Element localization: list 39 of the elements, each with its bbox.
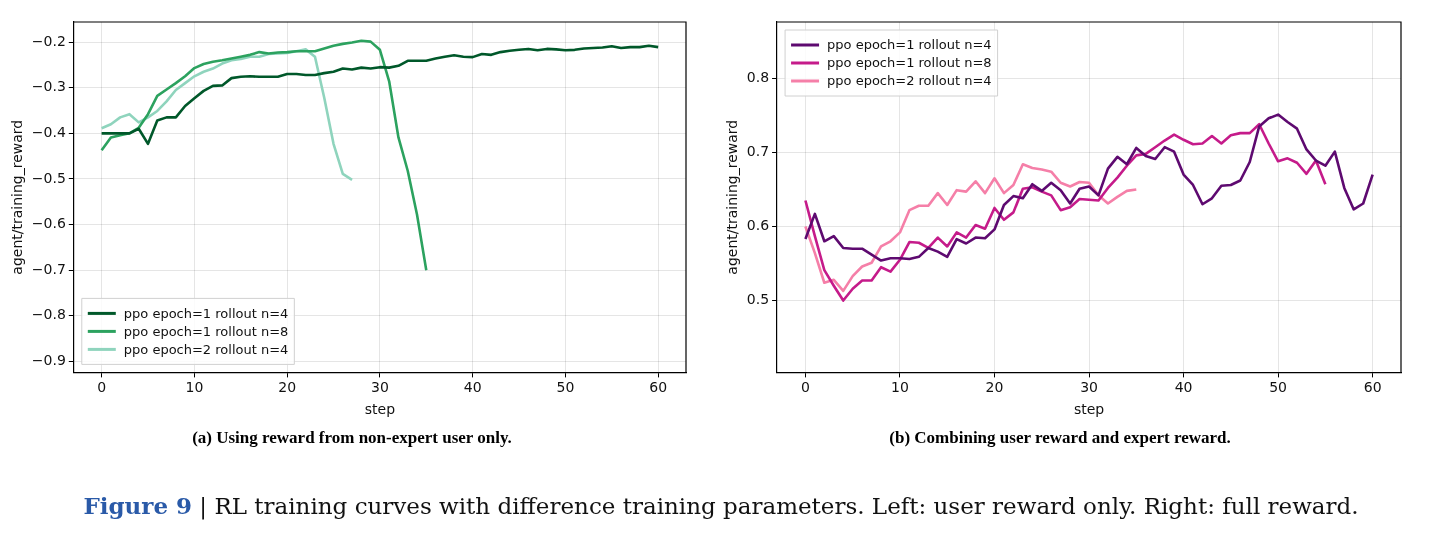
x-tick-label: 40 [1174, 379, 1193, 396]
y-tick-label: −0.5 [31, 169, 66, 186]
y-axis-title: agent/training_reward [724, 119, 741, 275]
y-tick-label: −0.6 [31, 215, 66, 232]
x-tick-label: 60 [649, 379, 668, 396]
y-tick-label: −0.4 [31, 123, 66, 140]
y-tick-label: −0.8 [31, 306, 66, 323]
x-tick-label: 50 [1269, 379, 1288, 396]
x-tick-label: 20 [985, 379, 1004, 396]
text: (a) Using reward from non-expert user only. [192, 428, 512, 448]
legend-label: ppo epoch=1 rollout n=4 [123, 305, 289, 321]
y-tick-label: 0.8 [746, 68, 770, 85]
y-tick-label: −0.3 [31, 78, 66, 95]
y-tick-label: 0.5 [746, 291, 770, 308]
x-tick-label: 10 [185, 379, 204, 396]
x-axis-title: step [364, 401, 396, 418]
legend-label: ppo epoch=1 rollout n=8 [123, 323, 289, 339]
y-tick-label: −0.7 [31, 260, 66, 277]
x-tick-label: 50 [556, 379, 575, 396]
y-tick-label: −0.2 [31, 32, 66, 49]
text: (b) Combining user reward and expert reward. [889, 428, 1231, 448]
x-tick-label: 30 [370, 379, 389, 396]
legend-label: ppo epoch=2 rollout n=4 [827, 73, 992, 89]
y-tick-label: 0.7 [746, 143, 770, 160]
x-tick-label: 10 [891, 379, 909, 396]
x-tick-label: 0 [800, 379, 810, 396]
y-tick-label: 0.6 [746, 217, 770, 234]
y-tick-label: −0.9 [31, 352, 66, 369]
legend-label: ppo epoch=1 rollout n=8 [827, 55, 992, 71]
legend-label: ppo epoch=2 rollout n=4 [123, 341, 289, 357]
legend-label: ppo epoch=1 rollout n=4 [827, 37, 992, 53]
x-axis-title: step [1073, 401, 1105, 418]
x-tick-label: 20 [278, 379, 297, 396]
x-tick-label: 60 [1363, 379, 1382, 396]
x-tick-label: 40 [463, 379, 482, 396]
y-axis-title: agent/training_reward [9, 119, 26, 275]
x-tick-label: 0 [97, 379, 107, 396]
caption: Figure 9 | RL training curves with difference training parameters. Left: user reward only. Right: full reward. [82, 492, 1360, 519]
x-tick-label: 30 [1080, 379, 1098, 396]
